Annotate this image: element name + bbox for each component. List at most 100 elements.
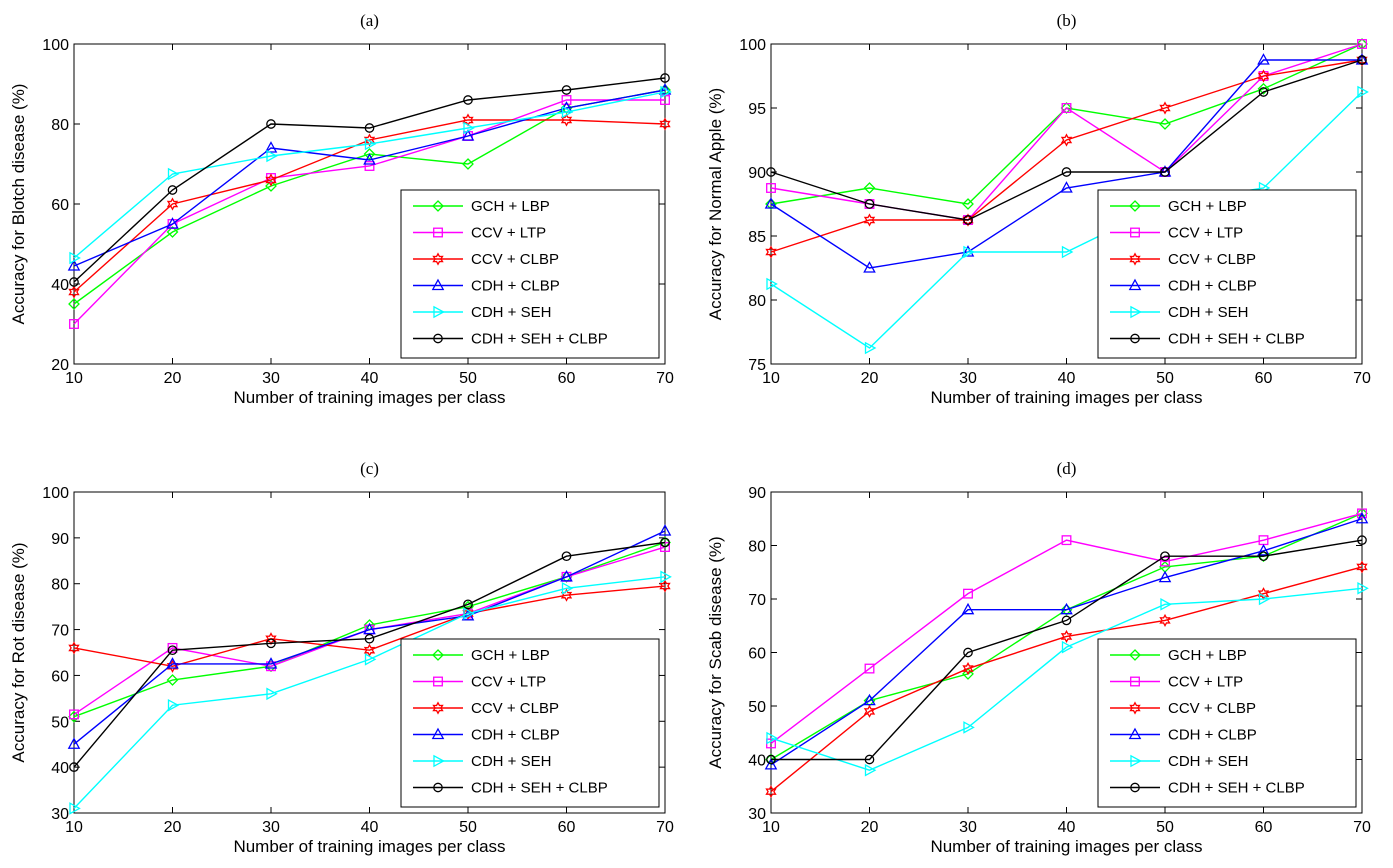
data-point: [561, 85, 572, 95]
data-point: [963, 245, 975, 259]
panel-title: (a): [360, 11, 379, 30]
legend: GCH + LBP CCV + LTP CCV + CLBP CDH + CLBP CD…: [400, 638, 660, 808]
data-point: [1130, 676, 1140, 687]
legend-label: CCV + LTP: [1168, 225, 1243, 242]
data-point: [69, 802, 81, 815]
legend-label: CDH + SEH: [471, 304, 551, 321]
data-point: [364, 633, 375, 644]
data-point: [462, 158, 474, 170]
data-point: [962, 198, 974, 210]
data-point: [561, 551, 572, 562]
data-point: [864, 754, 875, 765]
legend-label: CDH + SEH: [1168, 304, 1248, 321]
data-point: [431, 727, 445, 740]
data-point: [560, 102, 573, 114]
legend-item: GCH + LBP: [1110, 647, 1247, 664]
data-point: [432, 200, 444, 212]
data-point: [765, 198, 777, 210]
data-point: [1128, 727, 1142, 740]
x-tick-label: 30: [959, 370, 977, 387]
data-point: [863, 261, 876, 273]
data-point: [561, 105, 574, 119]
data-point: [1158, 570, 1172, 583]
data-point: [1130, 227, 1140, 238]
series-ccv-clbp: [765, 53, 1368, 259]
series-line: [770, 59, 1362, 269]
data-point: [1258, 551, 1269, 562]
y-tick-label: 50: [748, 699, 766, 716]
y-tick-label: 100: [42, 485, 69, 502]
y-tick-label: 90: [748, 485, 766, 502]
data-point: [963, 721, 975, 734]
data-point: [167, 698, 180, 712]
data-point: [264, 657, 278, 669]
data-point: [432, 701, 444, 715]
data-point: [658, 83, 672, 95]
legend-label: GCH + LBP: [471, 198, 550, 215]
data-point: [68, 641, 80, 655]
data-point: [1061, 245, 1074, 259]
data-point: [1129, 200, 1141, 212]
legend-item: CDH + CLBP: [413, 278, 560, 295]
data-point: [1160, 551, 1170, 562]
data-point: [561, 582, 574, 595]
legend-item: CCV + CLBP: [1110, 251, 1256, 268]
data-point: [1159, 101, 1171, 115]
y-tick-label: 70: [748, 592, 766, 609]
series-line: [73, 541, 666, 768]
legend-item: CDH + SEH + CLBP: [1110, 780, 1305, 797]
series-cdh-clbp: [67, 83, 672, 271]
data-point: [166, 226, 179, 238]
legend-box: [400, 189, 660, 359]
y-tick-label: 40: [51, 277, 69, 294]
x-axis-label: Number of training images per class: [233, 388, 505, 407]
data-point: [1356, 53, 1368, 67]
data-point: [1060, 181, 1073, 193]
legend-item: CDH + CLBP: [413, 727, 560, 744]
data-point: [69, 251, 81, 265]
data-point: [1357, 39, 1367, 49]
series-cdh-seh-clbp: [69, 537, 670, 772]
x-tick-label: 10: [762, 819, 780, 836]
series-cdh-clbp: [67, 524, 672, 749]
data-point: [1128, 278, 1142, 291]
data-point: [463, 121, 475, 135]
legend-label: CDH + SEH + CLBP: [471, 780, 608, 797]
data-point: [364, 161, 375, 171]
data-point: [67, 737, 81, 749]
x-tick-label: 60: [1255, 819, 1273, 836]
data-point: [1355, 511, 1369, 524]
data-point: [364, 123, 375, 133]
data-point: [167, 167, 180, 181]
data-point: [265, 173, 277, 187]
data-point: [1357, 535, 1367, 546]
data-point: [1060, 629, 1073, 644]
x-tick-label: 10: [65, 819, 83, 836]
data-point: [658, 524, 672, 536]
legend-label: CDH + SEH: [471, 753, 551, 770]
x-tick-label: 10: [762, 370, 780, 387]
data-point: [864, 341, 877, 355]
data-point: [463, 95, 473, 105]
legend-item: CDH + CLBP: [1110, 727, 1257, 744]
x-tick-label: 10: [65, 370, 83, 387]
legend-item: GCH + LBP: [1110, 198, 1247, 215]
data-point: [660, 85, 672, 99]
panel-title: (c): [360, 459, 379, 478]
panel-a: (a) Number of training images per class …: [9, 11, 674, 407]
y-tick-label: 95: [748, 101, 766, 118]
legend-item: CDH + SEH + CLBP: [1110, 331, 1305, 348]
data-point: [863, 704, 876, 718]
data-point: [1160, 556, 1170, 567]
data-point: [167, 185, 178, 195]
data-point: [463, 607, 475, 620]
legend-box: [1097, 189, 1357, 359]
data-point: [1129, 252, 1141, 266]
x-tick-label: 20: [861, 819, 879, 836]
y-axis-label: Accuracy for Scab disease (%): [706, 536, 725, 768]
y-tick-label: 80: [51, 117, 69, 134]
data-point: [963, 215, 973, 225]
data-point: [1160, 598, 1172, 611]
panel-c: (c) Number of training images per class …: [9, 459, 674, 856]
data-point: [766, 183, 776, 193]
